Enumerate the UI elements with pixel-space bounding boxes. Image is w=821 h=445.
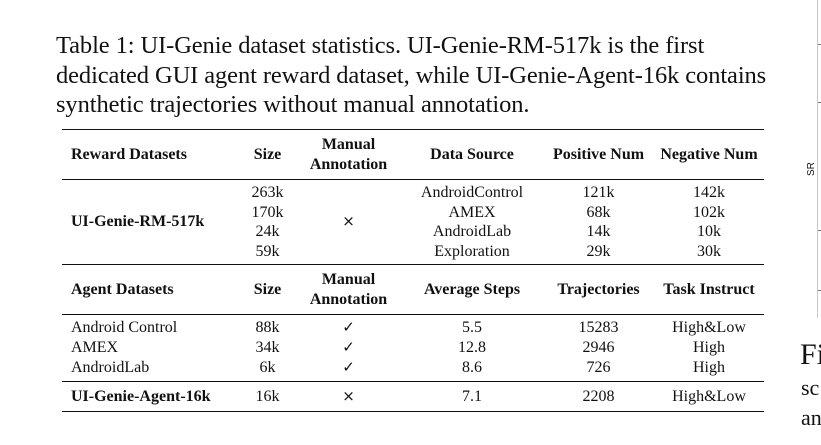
header-average-steps: Average Steps bbox=[423, 280, 521, 298]
dataset-stats-table: Reward Datasets Size Manual Annotation D… bbox=[62, 129, 764, 412]
agent-instruct: High bbox=[693, 339, 725, 357]
rm-source: AndroidLab bbox=[432, 223, 512, 240]
rm-negative-value: 10k bbox=[697, 223, 721, 240]
table-row: AMEX 34k ✓ 12.8 2946 High bbox=[62, 338, 764, 358]
header-negative-num: Negative Num bbox=[660, 145, 758, 163]
axis-tick bbox=[818, 230, 821, 231]
agent-ours-trajectories: 2208 bbox=[582, 387, 615, 405]
agent-name: AMEX bbox=[71, 339, 119, 357]
agent-trajectories: 726 bbox=[586, 359, 611, 377]
rm-size: 170k bbox=[251, 203, 284, 221]
agent-size: 6k bbox=[259, 359, 276, 377]
agent-manual: ✓ bbox=[342, 318, 355, 337]
table-row: Android Control 88k ✓ 5.5 15283 High&Low bbox=[62, 314, 764, 339]
agent-manual: ✓ bbox=[342, 358, 355, 377]
figure-edge-gridline bbox=[817, 0, 818, 318]
header-data-source: Data Source bbox=[430, 145, 514, 163]
rm-sizes: 263k 170k 24k 59k bbox=[239, 180, 296, 265]
agent-instruct: High&Low bbox=[672, 319, 746, 337]
agent-steps: 8.6 bbox=[462, 359, 482, 377]
header-manual-annotation: Manual Annotation bbox=[309, 136, 388, 173]
table-label: Table 1: bbox=[56, 32, 135, 59]
figure-axis-label: SR bbox=[806, 162, 817, 176]
header-manual-annotation: Manual Annotation bbox=[309, 271, 388, 308]
agent-header-row: Agent Datasets Size Manual Annotation Av… bbox=[62, 264, 764, 315]
agent-ours-size: 16k bbox=[255, 387, 280, 405]
table-caption: Table 1: UI-Genie dataset statistics. UI… bbox=[56, 31, 776, 120]
rm-size: 24k bbox=[255, 223, 280, 240]
agent-size: 88k bbox=[255, 319, 280, 337]
agent-name: AndroidLab bbox=[71, 359, 150, 377]
agent-trajectories: 15283 bbox=[578, 319, 619, 337]
caption-text: UI-Genie dataset statistics. UI-Genie-RM… bbox=[56, 32, 767, 118]
header-size: Size bbox=[253, 280, 282, 298]
rm-source: Exploration bbox=[434, 242, 510, 260]
figure-caption-fragment: Fi bbox=[800, 338, 821, 371]
agent-ours-manual: × bbox=[342, 386, 355, 405]
header-size: Size bbox=[253, 145, 282, 163]
header-positive-num: Positive Num bbox=[552, 145, 645, 163]
agent-size: 34k bbox=[255, 339, 280, 357]
figure-text-fragment: sc bbox=[801, 375, 820, 400]
rm-negative-value: 142k bbox=[693, 184, 725, 201]
reward-dataset-row: UI-Genie-RM-517k 263k 170k 24k 59k × And… bbox=[62, 179, 764, 265]
header-reward-datasets: Reward Datasets bbox=[71, 145, 187, 163]
rm-negative: 142k 102k 10k 30k bbox=[654, 180, 764, 265]
rm-negative-value: 102k bbox=[693, 203, 725, 221]
rm-positive: 121k 68k 14k 29k bbox=[543, 180, 654, 265]
agent-ours-instruct: High&Low bbox=[672, 387, 746, 405]
axis-tick bbox=[818, 102, 821, 103]
rm-manual-annotation: × bbox=[342, 212, 355, 231]
axis-tick bbox=[818, 290, 821, 291]
agent-steps: 12.8 bbox=[458, 339, 486, 357]
rm-dataset-name: UI-Genie-RM-517k bbox=[71, 213, 205, 231]
rm-positive-value: 14k bbox=[586, 223, 611, 240]
header-agent-datasets: Agent Datasets bbox=[71, 280, 174, 298]
rm-positive-value: 68k bbox=[586, 203, 611, 221]
reward-header-row: Reward Datasets Size Manual Annotation D… bbox=[62, 129, 764, 180]
agent-ours-name: UI-Genie-Agent-16k bbox=[71, 387, 211, 405]
rm-positive-value: 29k bbox=[586, 242, 611, 260]
rm-source: AndroidControl bbox=[420, 184, 524, 201]
agent-trajectories: 2946 bbox=[582, 339, 615, 357]
agent-manual: ✓ bbox=[342, 338, 355, 357]
rm-positive-value: 121k bbox=[582, 184, 615, 201]
header-task-instruct: Task Instruct bbox=[663, 280, 755, 298]
rm-size: 263k bbox=[251, 184, 284, 201]
agent-ours-steps: 7.1 bbox=[462, 387, 482, 405]
table-row-ours: UI-Genie-Agent-16k 16k × 7.1 2208 High&L… bbox=[62, 381, 764, 412]
agent-steps: 5.5 bbox=[462, 319, 482, 337]
rm-size: 59k bbox=[255, 242, 280, 260]
rm-source: AMEX bbox=[448, 203, 496, 221]
rm-sources: AndroidControl AMEX AndroidLab Explorati… bbox=[401, 180, 543, 265]
header-trajectories: Trajectories bbox=[557, 280, 640, 298]
figure-text-fragment: an bbox=[801, 405, 821, 430]
table-row: AndroidLab 6k ✓ 8.6 726 High bbox=[62, 358, 764, 382]
rm-negative-value: 30k bbox=[697, 242, 721, 260]
agent-instruct: High bbox=[693, 359, 725, 377]
axis-tick bbox=[818, 44, 821, 45]
agent-name: Android Control bbox=[71, 319, 178, 337]
